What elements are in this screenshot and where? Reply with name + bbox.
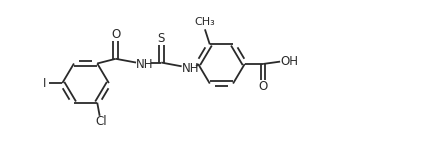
Text: O: O xyxy=(258,80,268,93)
Text: NH: NH xyxy=(182,62,199,75)
Text: I: I xyxy=(42,77,46,90)
Text: CH₃: CH₃ xyxy=(194,17,215,27)
Text: OH: OH xyxy=(281,55,299,68)
Text: O: O xyxy=(111,28,120,41)
Text: S: S xyxy=(158,32,165,45)
Text: Cl: Cl xyxy=(95,115,107,128)
Text: NH: NH xyxy=(136,58,154,71)
